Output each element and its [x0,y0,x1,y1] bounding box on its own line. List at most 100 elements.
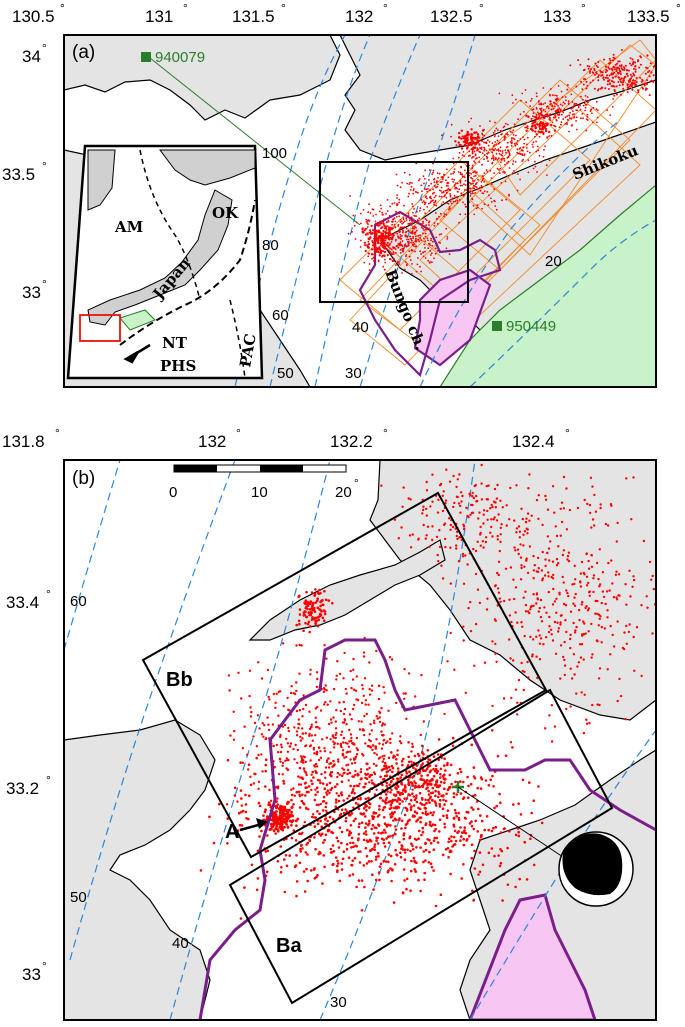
event-dot [453,808,457,812]
event-dot [426,206,429,208]
event-dot [530,97,533,100]
event-dot [620,49,623,51]
event-dot [328,773,332,776]
event-dot [208,815,211,819]
event-dot [535,133,538,136]
event-dot [409,869,413,873]
event-dot [557,562,560,565]
event-dot [357,807,361,811]
event-dot [311,782,314,786]
event-dot [609,653,612,656]
event-dot [449,207,451,210]
event-dot [514,611,517,614]
event-dot [474,549,478,553]
event-dot [548,615,551,619]
event-dot [379,204,382,207]
event-dot [415,764,419,767]
event-dot [397,236,400,239]
event-dot [362,785,365,789]
event-dot [356,838,360,842]
event-dot [440,186,443,189]
event-dot [424,842,427,845]
event-dot [595,121,598,124]
event-dot [525,101,527,104]
event-dot [433,181,436,184]
event-dot [559,534,562,537]
event-dot [487,484,490,487]
event-dot [481,863,485,867]
event-dot [582,620,585,623]
event-dot [385,221,388,224]
event-dot [570,107,573,110]
event-dot [394,231,397,234]
event-dot [545,105,548,108]
event-dot [577,608,581,612]
event-dot [352,775,355,778]
event-dot [295,790,299,794]
event-dot [279,845,283,848]
event-dot [610,559,613,562]
event-dot [381,213,384,216]
event-dot [516,148,519,151]
event-dot [302,761,305,764]
event-dot [324,766,328,769]
event-dot [554,114,556,117]
event-dot [438,195,441,198]
event-dot [425,489,429,492]
event-dot [409,216,412,219]
degree-symbol: ° [383,426,388,440]
event-dot [476,133,480,136]
event-dot [248,669,252,672]
event-dot [408,770,411,773]
event-dot [299,735,302,739]
event-dot [349,841,352,845]
event-dot [494,501,497,504]
event-dot [322,841,325,844]
event-dot [370,248,374,251]
event-dot [532,569,536,572]
event-dot [496,167,499,170]
event-dot [594,612,597,615]
event-dot [379,242,382,245]
event-dot [472,204,475,207]
event-dot [492,785,495,788]
event-dot [566,118,569,121]
event-dot [506,133,509,136]
event-dot [536,111,539,114]
event-dot [593,87,596,90]
event-dot [644,72,647,75]
event-dot [464,138,467,141]
event-dot [325,759,329,762]
event-dot [368,263,371,265]
event-dot [485,608,489,611]
event-dot [325,801,328,805]
event-dot [547,630,551,634]
event-dot [335,836,339,840]
event-dot [534,120,537,123]
event-dot [433,222,436,224]
event-dot [314,619,317,622]
event-dot [402,231,404,234]
degree-symbol: ° [46,773,51,787]
event-dot [363,229,366,232]
event-dot [469,493,472,497]
event-dot [449,189,452,191]
event-dot [316,624,320,628]
event-dot [388,229,391,232]
event-dot [499,848,502,851]
event-dot [395,245,398,248]
event-dot [387,756,391,760]
event-dot [407,760,411,764]
event-dot [407,782,410,786]
event-dot [309,600,313,603]
event-dot [417,754,421,758]
event-dot [335,674,338,677]
event-dot [573,113,575,115]
event-dot [407,214,410,217]
event-dot [316,790,319,794]
event-dot [476,786,480,790]
event-dot [573,582,576,586]
event-dot [364,776,367,780]
event-dot [470,820,473,823]
event-dot [323,589,326,593]
